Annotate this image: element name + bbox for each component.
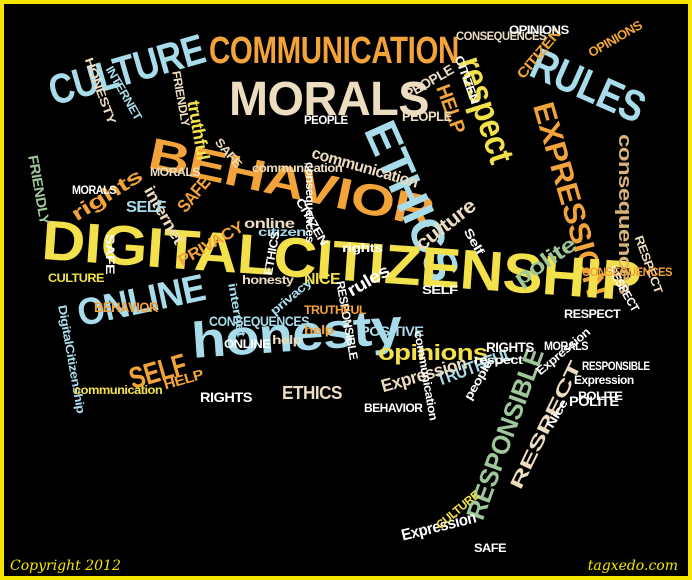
cloud-word: TRUTHFUL <box>304 303 366 317</box>
cloud-word: MORALS <box>544 339 589 353</box>
cloud-word: FRIENDLY <box>25 153 54 226</box>
cloud-word: OPINIONS <box>585 17 645 61</box>
cloud-word: MORALS <box>229 73 430 126</box>
cloud-word: MORALS <box>72 183 117 197</box>
copyright-text: Copyright 2012 <box>10 558 121 574</box>
cloud-word: PEOPLE <box>304 113 348 127</box>
cloud-word: SAFE <box>474 541 507 555</box>
cloud-word: SAFE <box>103 234 117 275</box>
cloud-word: consequences <box>303 162 317 243</box>
cloud-word: rights <box>342 241 383 255</box>
cloud-word: online <box>244 215 295 231</box>
cloud-word: CONSEQUENCES <box>582 265 673 279</box>
cloud-word: RIGHTS <box>200 389 252 405</box>
cloud-word: respect <box>474 353 523 367</box>
cloud-word: help <box>304 323 334 337</box>
cloud-word: SELF <box>422 283 458 297</box>
cloud-word: PEOPLE <box>402 108 452 124</box>
cloud-word: CONSEQUENCES <box>209 313 310 329</box>
cloud-word: NICE <box>304 271 341 288</box>
cloud-word: Expression <box>574 373 634 387</box>
cloud-word: FRIENDLY <box>169 69 193 128</box>
cloud-word: BEHAVIOR <box>94 299 158 315</box>
cloud-word: BEHAVIOR <box>364 401 423 415</box>
cloud-word: citizen <box>258 225 306 239</box>
cloud-word: POSITIVE <box>360 323 424 339</box>
cloud-word: ONLINE <box>224 337 271 351</box>
cloud-word: SELF <box>126 199 166 216</box>
cloud-word: CULTURE <box>48 271 104 285</box>
cloud-word: opinions <box>378 340 488 365</box>
cloud-word: MORALS <box>150 165 200 179</box>
cloud-word: RESPONSIBLE <box>582 359 650 373</box>
cloud-word: COMMUNICATION <box>209 30 459 72</box>
word-cloud: COMMUNICATION CULTURE MORALS RULES respect BE… <box>4 4 688 576</box>
cloud-word: OPINIONS <box>509 23 569 37</box>
site-credit[interactable]: tagxedo.com <box>587 558 678 574</box>
cloud-word: communication <box>74 383 163 397</box>
cloud-word: ETHICS <box>282 383 342 403</box>
cloud-word: RIGHTS <box>486 339 534 355</box>
cloud-word: POLITE <box>569 393 619 409</box>
cloud-word: help <box>272 333 302 347</box>
cloud-word: CONSEQUENCES <box>456 29 547 43</box>
cloud-word: RESPECT <box>564 307 621 321</box>
cloud-word: POLITE <box>578 389 623 403</box>
cloud-word: communication <box>252 161 343 175</box>
cloud-word: honesty <box>242 273 294 287</box>
